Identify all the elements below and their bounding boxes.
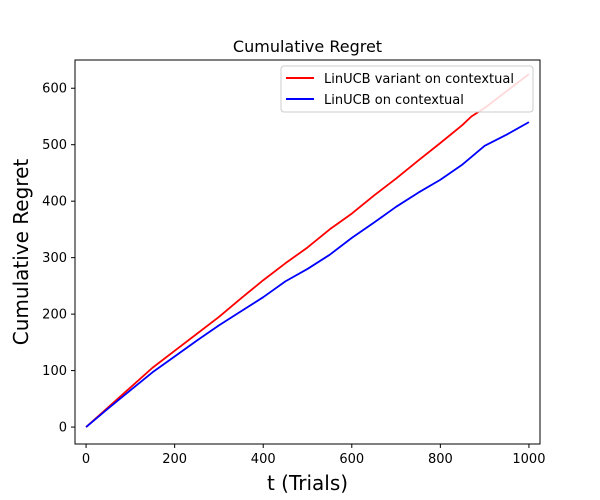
y-tick-label: 600 bbox=[42, 82, 67, 97]
plot-area bbox=[85, 73, 530, 428]
x-tick-label: 1000 bbox=[512, 452, 545, 467]
legend-label-series-1: LinUCB variant on contextual bbox=[324, 72, 514, 87]
x-tick-label: 600 bbox=[339, 452, 364, 467]
series-line-1 bbox=[85, 73, 530, 428]
plot-frame bbox=[74, 59, 541, 445]
x-tick-label: 800 bbox=[428, 452, 453, 467]
x-axis-label: t (Trials) bbox=[267, 471, 348, 495]
y-tick-label: 200 bbox=[42, 308, 67, 323]
y-axis-label: Cumulative Regret bbox=[9, 159, 33, 346]
chart-title: Cumulative Regret bbox=[233, 37, 382, 56]
x-axis: 0 200 400 600 800 1000 bbox=[82, 444, 545, 467]
y-tick-label: 500 bbox=[42, 138, 67, 153]
legend: LinUCB variant on contextual LinUCB on c… bbox=[280, 65, 534, 113]
y-tick-label: 400 bbox=[42, 195, 67, 210]
y-tick-label: 300 bbox=[42, 251, 67, 266]
legend-box bbox=[280, 65, 534, 113]
x-tick-label: 200 bbox=[162, 452, 187, 467]
legend-label-series-2: LinUCB on contextual bbox=[324, 93, 464, 108]
y-tick-label: 0 bbox=[59, 421, 67, 436]
x-tick-label: 400 bbox=[251, 452, 276, 467]
y-tick-label: 100 bbox=[42, 364, 67, 379]
series-line-2 bbox=[85, 121, 530, 428]
y-axis: 0 100 200 300 400 500 600 bbox=[42, 82, 75, 436]
x-tick-label: 0 bbox=[82, 452, 90, 467]
